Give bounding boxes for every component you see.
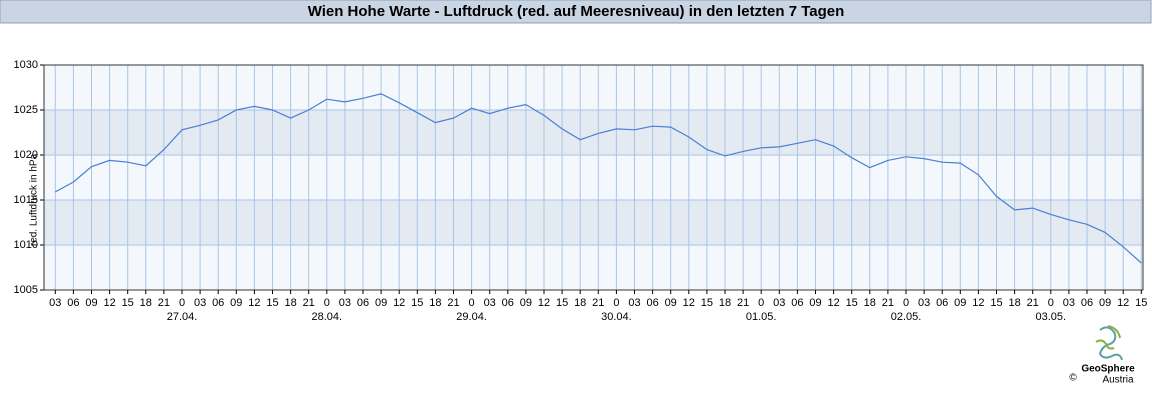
copyright: © [1069, 373, 1077, 384]
x-tick-label: 12 [538, 297, 550, 309]
x-tick-label: 03 [194, 297, 206, 309]
x-tick-label: 0 [903, 297, 909, 309]
x-tick-label: 18 [284, 297, 296, 309]
y-axis-label: red. Luftdruck in hPa [29, 153, 40, 246]
date-label: 28.04. [312, 311, 343, 323]
x-tick-label: 06 [936, 297, 948, 309]
title-bar [0, 0, 1152, 24]
logo: GeoSphere Austria © [1069, 325, 1135, 386]
x-tick-label: 21 [737, 297, 749, 309]
y-tick-label: 1015 [14, 194, 38, 206]
x-tick-label: 15 [1135, 297, 1147, 309]
x-tick-label: 15 [990, 297, 1002, 309]
x-tick-label: 03 [484, 297, 496, 309]
x-tick-label: 06 [67, 297, 79, 309]
x-tick-label: 06 [791, 297, 803, 309]
x-tick-label: 15 [846, 297, 858, 309]
x-tick-label: 09 [665, 297, 677, 309]
x-tick-label: 12 [683, 297, 695, 309]
x-tick-label: 15 [122, 297, 134, 309]
y-tick-label: 1020 [14, 149, 38, 161]
y-tick-label: 1025 [14, 104, 38, 116]
y-tick-label: 1005 [14, 284, 38, 296]
x-tick-label: 09 [954, 297, 966, 309]
x-tick-label: 03 [49, 297, 61, 309]
x-tick-label: 09 [809, 297, 821, 309]
x-tick-label: 06 [502, 297, 514, 309]
x-tick-label: 03 [773, 297, 785, 309]
x-tick-label: 21 [592, 297, 604, 309]
x-tick-label: 21 [303, 297, 315, 309]
x-tick-label: 18 [574, 297, 586, 309]
x-tick-label: 03 [339, 297, 351, 309]
x-tick-label: 18 [864, 297, 876, 309]
date-label: 30.04. [601, 311, 632, 323]
x-tick-label: 06 [1081, 297, 1093, 309]
x-tick-label: 18 [719, 297, 731, 309]
x-tick-label: 03 [1063, 297, 1075, 309]
y-tick-label: 1030 [14, 59, 38, 71]
x-tick-label: 15 [556, 297, 568, 309]
date-label: 03.05. [1036, 311, 1067, 323]
x-tick-label: 15 [701, 297, 713, 309]
x-tick-label: 18 [429, 297, 441, 309]
x-tick-label: 0 [613, 297, 619, 309]
x-tick-label: 12 [1117, 297, 1129, 309]
x-tick-label: 12 [248, 297, 260, 309]
x-tick-label: 12 [393, 297, 405, 309]
logo-mark [1095, 325, 1121, 350]
x-tick-label: 0 [324, 297, 330, 309]
logo-sub: Austria [1102, 375, 1134, 386]
x-tick-label: 06 [357, 297, 369, 309]
x-tick-label: 21 [882, 297, 894, 309]
x-tick-label: 03 [918, 297, 930, 309]
x-tick-label: 09 [230, 297, 242, 309]
x-tick-label: 21 [158, 297, 170, 309]
x-tick-label: 0 [1048, 297, 1054, 309]
x-tick-label: 0 [469, 297, 475, 309]
x-tick-label: 12 [103, 297, 115, 309]
x-tick-label: 15 [266, 297, 278, 309]
x-tick-label: 09 [520, 297, 532, 309]
plot-frame [43, 64, 1144, 291]
x-tick-label: 12 [972, 297, 984, 309]
x-tick-label: 0 [179, 297, 185, 309]
x-tick-label: 06 [646, 297, 658, 309]
logo-name: GeoSphere [1081, 364, 1135, 375]
x-tick-label: 06 [212, 297, 224, 309]
date-label: 02.05. [891, 311, 922, 323]
logo-mark [1098, 326, 1123, 361]
y-tick-label: 1010 [14, 239, 38, 251]
x-tick-label: 21 [447, 297, 459, 309]
chart-title: Wien Hohe Warte - Luftdruck (red. auf Me… [308, 3, 845, 20]
date-label: 29.04. [456, 311, 487, 323]
date-label: 01.05. [746, 311, 777, 323]
x-tick-label: 0 [758, 297, 764, 309]
date-label: 27.04. [167, 311, 198, 323]
x-tick-label: 09 [1099, 297, 1111, 309]
x-tick-label: 12 [827, 297, 839, 309]
x-tick-label: 09 [375, 297, 387, 309]
x-tick-label: 18 [1008, 297, 1020, 309]
x-tick-label: 18 [140, 297, 152, 309]
x-tick-label: 03 [628, 297, 640, 309]
x-tick-label: 21 [1027, 297, 1039, 309]
x-tick-label: 15 [411, 297, 423, 309]
x-tick-label: 09 [85, 297, 97, 309]
data-line [55, 93, 1142, 264]
